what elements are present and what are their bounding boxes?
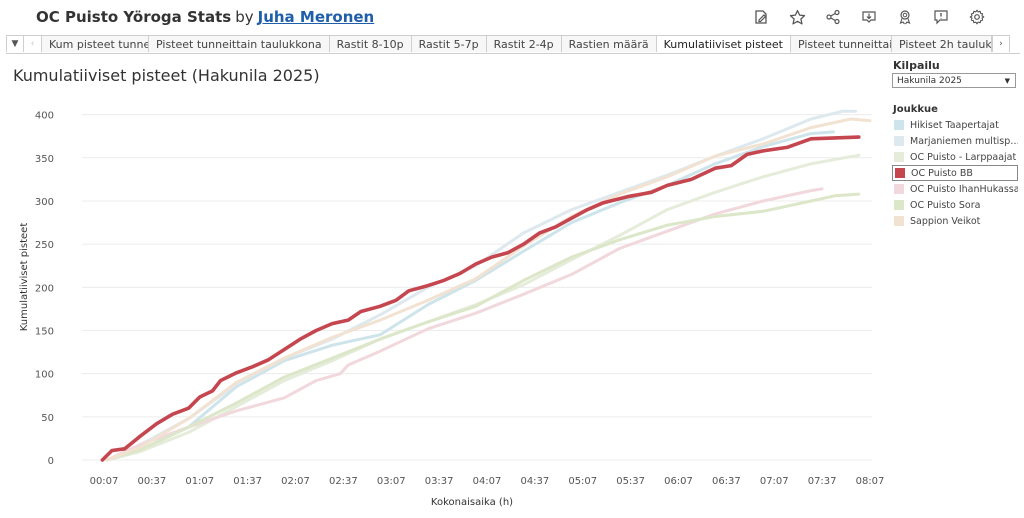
legend-label: OC Puisto Sora [910, 199, 981, 211]
badge-icon[interactable] [896, 8, 914, 26]
series-line[interactable] [105, 130, 835, 462]
legend-swatch [894, 120, 904, 130]
chart-title: Kumulatiiviset pisteet (Hakunila 2025) [13, 66, 320, 85]
by-label: by [235, 8, 254, 26]
x-tick-label: 04:37 [520, 476, 549, 487]
series-lines [100, 109, 872, 462]
series-line[interactable] [105, 187, 824, 462]
edit-icon[interactable] [752, 8, 770, 26]
legend-item[interactable]: Hikiset Taapertajat [892, 117, 1018, 133]
y-tick-label: 400 [35, 111, 54, 122]
x-tick-label: 07:37 [808, 476, 837, 487]
y-tick-label: 100 [35, 370, 54, 381]
legend-label: Hikiset Taapertajat [910, 119, 999, 131]
tab-rastit-2-4p[interactable]: Rastit 2-4p [486, 35, 562, 52]
tab-menu-button[interactable]: ▼ [6, 35, 24, 52]
x-tick-label: 03:07 [377, 476, 406, 487]
y-tick-label: 200 [35, 283, 54, 294]
legend-item[interactable]: OC Puisto Sora [892, 197, 1018, 213]
legend-label: Marjaniemen multisp… [910, 135, 1018, 147]
legend-label: Sappion Veikot [910, 215, 981, 227]
author-link[interactable]: Juha Meronen [257, 8, 375, 26]
tab-scroll-left-button[interactable]: ‹ [24, 35, 42, 52]
y-tick-label: 0 [48, 456, 54, 467]
legend-swatch [894, 136, 904, 146]
x-tick-label: 04:07 [473, 476, 502, 487]
series-line[interactable] [105, 109, 858, 462]
legend-swatch [894, 184, 904, 194]
tab-kum-pisteet-taulukko[interactable]: Kum pisteet tunneittain taulukk… [42, 35, 149, 52]
star-icon[interactable] [788, 8, 806, 26]
legend-item[interactable]: Sappion Veikot [892, 213, 1018, 229]
tab-rastien-maara[interactable]: Rastien määrä [561, 35, 657, 52]
chevron-down-icon: ▼ [1004, 77, 1010, 85]
tab-pisteet-taulukkona[interactable]: Pisteet tunneittain taulukkona [149, 35, 330, 52]
legend-title: Joukkue [893, 104, 938, 115]
x-axis-title: Kokonaisaika (h) [431, 497, 513, 508]
tab-rastit-8-10p[interactable]: Rastit 8-10p [329, 35, 412, 52]
y-tick-label: 150 [35, 326, 54, 337]
sheet-tab-bar: ▼ ‹ Kum pisteet tunneittain taulukk… Pis… [6, 35, 1020, 54]
tab-rastit-5-7p[interactable]: Rastit 5-7p [411, 35, 487, 52]
tab-scroll-right-button[interactable]: › [991, 35, 1010, 52]
x-tick-label: 01:07 [185, 476, 214, 487]
y-tick-label: 300 [35, 197, 54, 208]
legend-swatch [894, 200, 904, 210]
toolbar [752, 8, 986, 26]
y-tick-label: 350 [35, 154, 54, 165]
series-line[interactable] [105, 117, 872, 462]
x-axis-ticks: 00:07 00:37 01:07 01:37 02:07 02:37 03:07 03:37… [90, 476, 885, 487]
tab-pisteet-2h-taulukko[interactable]: Pisteet 2h taulukko [891, 35, 992, 52]
competition-select-value: Hakunila 2025 [897, 76, 962, 86]
app-title: OC Puisto Yöroga Stats [36, 8, 232, 26]
legend-label: OC Puisto BB [911, 167, 973, 179]
x-tick-label: 07:07 [760, 476, 789, 487]
x-tick-label: 03:37 [425, 476, 454, 487]
series-line[interactable] [100, 135, 861, 462]
series-line[interactable] [105, 192, 861, 462]
legend-swatch [894, 216, 904, 226]
legend: Hikiset Taapertajat Marjaniemen multisp… O… [892, 117, 1018, 229]
line-chart: 0 50 100 150 200 250 300 350 400 00:07 00:37 01:07… [19, 109, 885, 508]
legend-label: OC Puisto IhanHukassa [910, 183, 1018, 195]
x-tick-label: 05:07 [568, 476, 597, 487]
x-tick-label: 00:37 [137, 476, 166, 487]
top-bar: OC Puisto Yöroga Stats by Juha Meronen [0, 0, 1024, 34]
legend-item[interactable]: Marjaniemen multisp… [892, 133, 1018, 149]
y-tick-label: 50 [41, 413, 54, 424]
tab-kumulatiiviset-pisteet[interactable]: Kumulatiiviset pisteet [656, 35, 791, 53]
y-tick-label: 250 [35, 240, 54, 251]
legend-item[interactable]: OC Puisto IhanHukassa [892, 181, 1018, 197]
x-tick-label: 06:37 [712, 476, 741, 487]
legend-swatch [895, 168, 905, 178]
legend-label: OC Puisto - Larppaajat [910, 151, 1017, 163]
y-axis-ticks: 0 50 100 150 200 250 300 350 400 [35, 111, 54, 467]
tab-pisteet-tunneittain[interactable]: Pisteet tunneittain [790, 35, 892, 52]
competition-select[interactable]: Hakunila 2025 ▼ [892, 73, 1016, 88]
x-tick-label: 01:37 [233, 476, 262, 487]
download-icon[interactable] [860, 8, 878, 26]
x-tick-label: 08:07 [856, 476, 885, 487]
x-tick-label: 02:07 [281, 476, 310, 487]
gear-icon[interactable] [968, 8, 986, 26]
legend-item[interactable]: OC Puisto BB [892, 165, 1018, 181]
filter-label: Kilpailu [893, 59, 940, 72]
y-axis-title: Kumulatiiviset pisteet [19, 223, 30, 332]
x-tick-label: 02:37 [329, 476, 358, 487]
share-icon[interactable] [824, 8, 842, 26]
x-tick-label: 06:07 [664, 476, 693, 487]
legend-item[interactable]: OC Puisto - Larppaajat [892, 149, 1018, 165]
grid [82, 114, 872, 461]
legend-swatch [894, 152, 904, 162]
app-title-row: OC Puisto Yöroga Stats by Juha Meronen [36, 8, 374, 26]
comment-icon[interactable] [932, 8, 950, 26]
x-tick-label: 05:37 [616, 476, 645, 487]
x-tick-label: 00:07 [90, 476, 119, 487]
